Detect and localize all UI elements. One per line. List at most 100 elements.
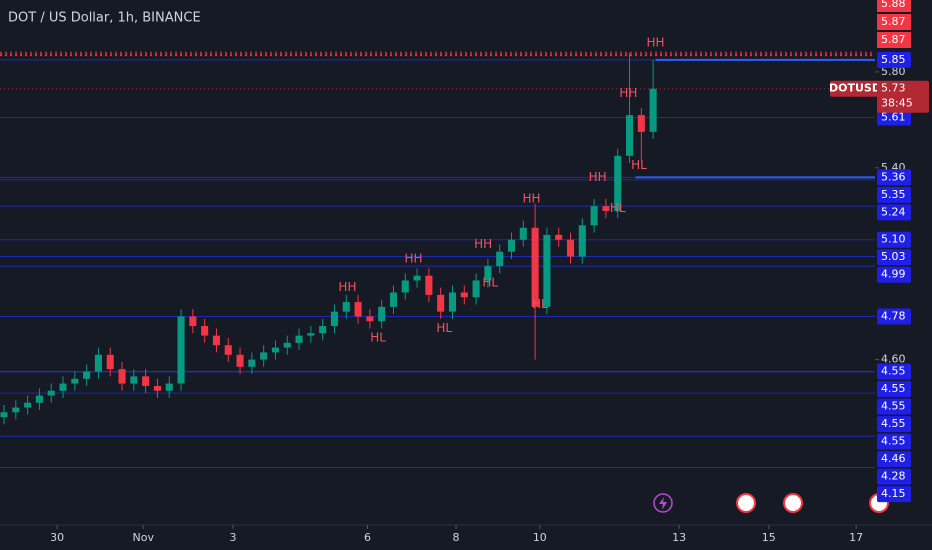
candle-body [319, 326, 327, 334]
candle-body [401, 280, 409, 293]
annotation: HH [646, 36, 664, 50]
candle-body [35, 395, 43, 403]
price-tag [877, 381, 911, 398]
candle-body [142, 376, 150, 386]
price-tag [877, 433, 911, 450]
candle-body [236, 354, 244, 367]
price-tag [877, 186, 911, 203]
x-tick-label: 17 [849, 531, 863, 544]
candle-body [566, 239, 575, 257]
x-tick-label: Nov [133, 531, 155, 544]
candle-body [519, 227, 527, 240]
price-tag [877, 398, 911, 415]
candle-body [413, 275, 421, 281]
price-tag [877, 32, 911, 48]
price-tag-label: 4.15 [881, 487, 906, 500]
x-tick-label: 30 [50, 531, 64, 544]
candle-body [378, 306, 386, 322]
x-tick-label: 8 [453, 531, 460, 544]
annotation: HH [523, 191, 541, 205]
price-tag-label: 5.87 [881, 15, 906, 28]
candle-body [106, 354, 114, 370]
candle-body [637, 115, 645, 132]
price-tag-label: 5.61 [881, 110, 906, 123]
candle-body [153, 385, 161, 391]
candle-body [531, 227, 539, 307]
candle-body [496, 251, 504, 267]
last-price-label: 5.73 [881, 82, 906, 95]
price-tag-label: 4.55 [881, 365, 906, 378]
x-tick-label: 15 [762, 531, 776, 544]
price-tag [877, 308, 911, 325]
price-tag-label: 5.35 [881, 188, 906, 201]
candle-body [543, 234, 551, 307]
price-tag-label: 5.03 [881, 250, 906, 263]
price-tag [877, 14, 911, 30]
candle-body [448, 292, 457, 312]
candle-body [283, 342, 291, 348]
candle-body [201, 326, 209, 336]
candle-body [590, 206, 598, 226]
price-tag-label: 4.28 [881, 470, 906, 483]
x-tick-label: 6 [364, 531, 371, 544]
candle-body [625, 115, 634, 156]
x-tick-label: 10 [533, 531, 547, 544]
candle-body [366, 316, 374, 322]
candle-body [425, 275, 433, 295]
price-tag [877, 468, 911, 485]
annotation: HL [610, 201, 626, 215]
candle-body [165, 383, 173, 391]
events [653, 493, 889, 513]
candle-body [47, 390, 55, 396]
y-tick-label: 5.80 [881, 65, 906, 78]
candle-body [224, 345, 232, 355]
price-tag [877, 451, 911, 468]
candle-body [295, 335, 303, 343]
price-tag-label: 5.24 [881, 205, 906, 218]
candle-body [389, 292, 398, 307]
candle-body [614, 155, 622, 211]
annotation: HH [338, 280, 356, 294]
price-tag [877, 51, 911, 68]
price-tag-label: 4.55 [881, 400, 906, 413]
annotation: HL [631, 158, 647, 172]
x-tick-label: 3 [229, 531, 236, 544]
price-tag [877, 169, 911, 186]
price-tag-label: 5.88 [881, 0, 906, 10]
price-tag-label: 4.46 [881, 452, 906, 465]
candle-body [507, 239, 516, 252]
candle-body [94, 354, 102, 372]
candle-body [271, 347, 279, 353]
price-tag-label: 4.78 [881, 309, 906, 322]
candle-body [578, 225, 586, 257]
candle-body [437, 294, 445, 312]
price-tag [877, 0, 911, 12]
candle-body [460, 292, 468, 298]
chart-title: DOT / US Dollar, 1h, BINANCE [8, 11, 201, 26]
annotation: HL [370, 331, 386, 345]
ticker-tag [830, 80, 880, 97]
candle-body [649, 88, 657, 132]
candle-body [12, 407, 20, 413]
price-tag [877, 416, 911, 433]
price-tag-label: 5.10 [881, 233, 906, 246]
annotation: HH [619, 86, 637, 100]
price-tag [877, 486, 911, 503]
candle-body [130, 376, 138, 384]
candle-body [260, 352, 268, 360]
price-tag [877, 109, 911, 126]
last-price-tag [877, 80, 929, 113]
candle-body [189, 316, 197, 327]
price-tag-label: 5.36 [881, 170, 906, 183]
candle-body [602, 206, 610, 211]
candle-body [177, 316, 185, 384]
candle-body [83, 371, 91, 379]
price-tag [877, 204, 911, 221]
candle-body [354, 302, 362, 317]
price-tag-label: 5.85 [881, 53, 906, 66]
candle-body [0, 412, 8, 418]
annotation: HH [474, 237, 492, 251]
countdown-label: 38:45 [881, 97, 913, 110]
